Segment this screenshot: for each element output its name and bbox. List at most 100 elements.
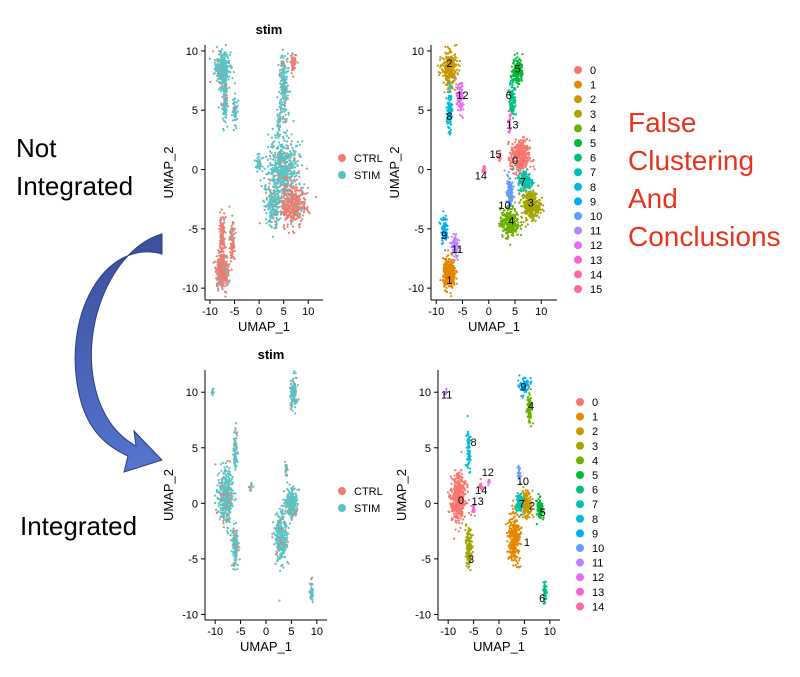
cell-point [290, 183, 293, 187]
cell-point [287, 172, 290, 175]
cell-point [512, 99, 515, 102]
cell-point [279, 168, 282, 171]
cell-point [215, 79, 218, 82]
cell-point [524, 209, 527, 212]
cell-point [224, 71, 227, 74]
cell-point [277, 179, 281, 182]
cell-point [276, 96, 279, 99]
cell-point [282, 115, 285, 118]
cell-point [230, 246, 233, 249]
cell-point [230, 268, 233, 271]
cell-point [456, 72, 459, 75]
cell-point [449, 70, 452, 73]
cell-point [219, 73, 222, 76]
cell-point [277, 63, 280, 67]
cell-point [284, 217, 287, 220]
cell-point [534, 208, 538, 212]
cell-point [519, 139, 522, 142]
cell-point [506, 142, 510, 146]
cell-point [541, 208, 544, 211]
cell-point [233, 257, 236, 261]
cell-point [290, 57, 293, 60]
cell-point [263, 177, 266, 180]
cell-point [449, 292, 452, 295]
cell-point [283, 77, 287, 80]
cell-point [293, 213, 296, 216]
cell-point [289, 54, 292, 57]
cell-point [292, 187, 295, 190]
cell-point [530, 211, 534, 214]
cell-point [524, 200, 527, 203]
cell-point [271, 192, 274, 195]
cell-point [520, 145, 523, 148]
cell-point [286, 203, 289, 206]
cell-point [518, 193, 521, 196]
cell-point [273, 208, 276, 211]
cell-point [271, 196, 275, 199]
cell-point [221, 69, 224, 72]
cell-point [519, 198, 522, 202]
cell-point [268, 195, 271, 199]
cell-point [294, 66, 297, 69]
cell-point [280, 88, 283, 91]
cell-point [229, 260, 232, 263]
cell-point [280, 92, 283, 96]
cell-point [257, 158, 260, 161]
cell-point [301, 164, 304, 167]
cell-point [274, 165, 277, 168]
cell-point [232, 239, 235, 242]
cell-point [288, 208, 291, 211]
cell-point [290, 179, 293, 182]
cell-point [269, 162, 272, 165]
cell-point [298, 175, 301, 178]
cell-point [518, 201, 521, 204]
cell-point [213, 67, 216, 70]
cell-point [275, 221, 278, 224]
cell-point [294, 161, 297, 164]
cell-point [224, 261, 227, 264]
cell-point [233, 82, 236, 85]
cell-point [225, 74, 228, 77]
cell-point [285, 211, 288, 214]
legend-label: CTRL [354, 153, 383, 165]
cell-point [283, 65, 286, 68]
cell-point [297, 211, 300, 214]
cell-point [230, 238, 233, 241]
plot-title: stim [256, 22, 283, 37]
cell-point [454, 75, 457, 78]
cell-point [527, 186, 530, 189]
cell-point [526, 181, 529, 184]
cell-point [288, 162, 291, 165]
cell-point [511, 106, 514, 109]
cell-point [223, 103, 226, 106]
cell-point [285, 96, 288, 99]
cell-point [282, 108, 285, 111]
cell-point [222, 119, 226, 122]
cell-point [283, 224, 286, 227]
cell-point [524, 195, 527, 198]
cell-point [225, 113, 228, 117]
cell-point [278, 161, 282, 164]
cell-point [226, 56, 230, 59]
cell-point [516, 85, 519, 88]
cell-point [266, 172, 270, 175]
cell-point [282, 182, 285, 185]
cell-point [219, 267, 222, 270]
cell-point [453, 69, 456, 72]
cell-point [216, 72, 219, 75]
cell-point [220, 103, 223, 107]
cell-point [285, 189, 288, 192]
cell-point [448, 81, 451, 84]
cell-point [291, 174, 294, 177]
cell-point [526, 168, 529, 171]
cell-point [438, 221, 441, 224]
cell-point [287, 188, 290, 191]
cell-point [529, 160, 532, 163]
cell-point [516, 218, 519, 221]
cell-point [227, 78, 230, 81]
cell-point [271, 172, 274, 175]
cell-point [278, 129, 281, 132]
cell-point [445, 55, 448, 59]
cell-point [217, 106, 220, 109]
cell-point [283, 54, 286, 58]
